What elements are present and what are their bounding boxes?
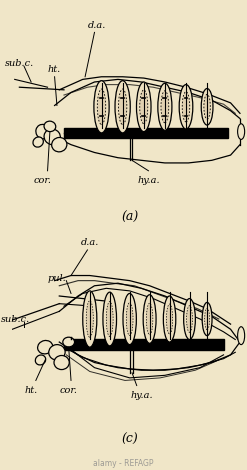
Ellipse shape — [35, 355, 46, 365]
Ellipse shape — [49, 345, 65, 360]
Text: hy.a.: hy.a. — [137, 176, 160, 185]
Ellipse shape — [97, 89, 106, 125]
Ellipse shape — [161, 91, 169, 123]
Ellipse shape — [52, 137, 67, 152]
Ellipse shape — [115, 81, 130, 133]
Text: d.a.: d.a. — [81, 238, 99, 247]
Text: (c): (c) — [121, 433, 138, 446]
Ellipse shape — [179, 85, 193, 129]
Ellipse shape — [163, 296, 176, 342]
Ellipse shape — [83, 291, 97, 347]
Ellipse shape — [204, 94, 210, 119]
Ellipse shape — [44, 129, 61, 145]
Ellipse shape — [123, 293, 136, 345]
Text: sub.c.: sub.c. — [5, 59, 35, 68]
Ellipse shape — [238, 327, 245, 345]
Ellipse shape — [63, 337, 75, 347]
Ellipse shape — [44, 121, 56, 132]
Polygon shape — [64, 339, 224, 350]
Text: d.a.: d.a. — [88, 21, 106, 30]
Ellipse shape — [33, 137, 43, 147]
Ellipse shape — [186, 306, 192, 332]
Ellipse shape — [202, 302, 212, 336]
Ellipse shape — [86, 301, 93, 337]
Ellipse shape — [119, 89, 127, 125]
Text: sub.c.: sub.c. — [0, 314, 30, 323]
Text: ht.: ht. — [47, 65, 61, 74]
Ellipse shape — [94, 81, 109, 133]
Text: cor.: cor. — [34, 176, 52, 185]
Ellipse shape — [182, 92, 190, 122]
Text: hy.a.: hy.a. — [130, 391, 153, 400]
Ellipse shape — [126, 302, 133, 336]
Text: pul.: pul. — [47, 274, 66, 282]
Ellipse shape — [201, 88, 213, 125]
Text: cor.: cor. — [60, 385, 78, 394]
Ellipse shape — [103, 292, 117, 346]
Ellipse shape — [143, 295, 156, 343]
Ellipse shape — [166, 304, 173, 334]
Text: alamy - REFAGP: alamy - REFAGP — [93, 459, 154, 468]
Ellipse shape — [38, 340, 53, 354]
Text: ht.: ht. — [24, 385, 38, 394]
Ellipse shape — [54, 355, 69, 369]
Ellipse shape — [238, 124, 245, 140]
Ellipse shape — [158, 83, 172, 130]
Polygon shape — [64, 128, 228, 138]
Ellipse shape — [140, 90, 148, 124]
Ellipse shape — [137, 82, 151, 132]
Ellipse shape — [205, 308, 209, 330]
Ellipse shape — [36, 125, 50, 139]
Text: (a): (a) — [121, 212, 138, 224]
Ellipse shape — [184, 298, 195, 339]
Ellipse shape — [146, 303, 153, 335]
Ellipse shape — [106, 302, 113, 337]
